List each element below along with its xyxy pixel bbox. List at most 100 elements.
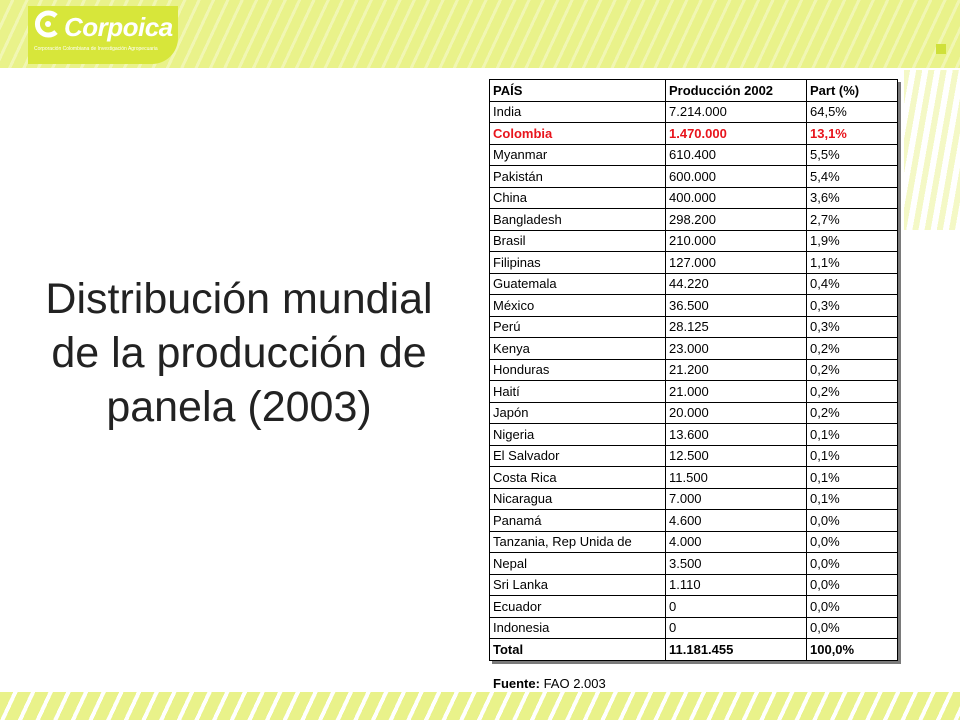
cell-production: 7.214.000 bbox=[665, 100, 807, 123]
table-row: India 7.214.000 64,5% bbox=[489, 100, 898, 123]
cell-production: 21.000 bbox=[665, 380, 807, 403]
cell-production: 610.400 bbox=[665, 143, 807, 166]
logo-subtitle: Corporación Colombiana de Investigación … bbox=[34, 46, 158, 52]
cell-production: 20.000 bbox=[665, 401, 807, 424]
corner-square-icon bbox=[936, 44, 946, 54]
cell-share: 0,2% bbox=[806, 401, 898, 424]
cell-country: Myanmar bbox=[489, 143, 666, 166]
total-share: 100,0% bbox=[806, 638, 898, 661]
corpoica-logo-icon bbox=[35, 10, 58, 38]
cell-production: 13.600 bbox=[665, 423, 807, 446]
cell-production: 1.470.000 bbox=[665, 122, 807, 145]
table-row: China 400.000 3,6% bbox=[489, 186, 898, 209]
cell-country: Haití bbox=[489, 380, 666, 403]
table-row: Nepal 3.500 0,0% bbox=[489, 552, 898, 575]
table-row: Nicaragua 7.000 0,1% bbox=[489, 487, 898, 510]
cell-production: 21.200 bbox=[665, 358, 807, 381]
bottom-stripes bbox=[0, 692, 960, 720]
logo: Corpoica Corporación Colombiana de Inves… bbox=[28, 6, 178, 64]
table-row: El Salvador 12.500 0,1% bbox=[489, 444, 898, 467]
cell-country: Costa Rica bbox=[489, 466, 666, 489]
cell-share: 5,4% bbox=[806, 165, 898, 188]
cell-share: 1,1% bbox=[806, 251, 898, 274]
title-line-3: panela (2003) bbox=[106, 383, 372, 431]
cell-production: 11.500 bbox=[665, 466, 807, 489]
header-production: Producción 2002 bbox=[665, 79, 807, 102]
cell-country: Guatemala bbox=[489, 272, 666, 295]
cell-share: 0,3% bbox=[806, 315, 898, 338]
title-line-1: Distribución mundial bbox=[45, 275, 433, 323]
cell-production: 12.500 bbox=[665, 444, 807, 467]
cell-country: Ecuador bbox=[489, 595, 666, 618]
cell-share: 13,1% bbox=[806, 122, 898, 145]
cell-country: Kenya bbox=[489, 337, 666, 360]
cell-production: 23.000 bbox=[665, 337, 807, 360]
decorative-stripes bbox=[904, 70, 960, 230]
cell-country: Pakistán bbox=[489, 165, 666, 188]
source-text: FAO 2.003 bbox=[543, 676, 606, 691]
table-row: Colombia 1.470.000 13,1% bbox=[489, 122, 898, 145]
table-row: Costa Rica 11.500 0,1% bbox=[489, 466, 898, 489]
cell-share: 0,0% bbox=[806, 616, 898, 639]
top-banner: Corpoica Corporación Colombiana de Inves… bbox=[0, 0, 960, 68]
table-header-row: PAÍS Producción 2002 Part (%) bbox=[489, 79, 898, 102]
table-row: Honduras 21.200 0,2% bbox=[489, 358, 898, 381]
cell-share: 0,0% bbox=[806, 595, 898, 618]
cell-share: 0,1% bbox=[806, 444, 898, 467]
cell-production: 3.500 bbox=[665, 552, 807, 575]
cell-production: 0 bbox=[665, 616, 807, 639]
cell-production: 0 bbox=[665, 595, 807, 618]
cell-country: Tanzania, Rep Unida de bbox=[489, 530, 666, 553]
cell-country: Colombia bbox=[489, 122, 666, 145]
cell-country: Nicaragua bbox=[489, 487, 666, 510]
table-row: Sri Lanka 1.110 0,0% bbox=[489, 573, 898, 596]
cell-production: 28.125 bbox=[665, 315, 807, 338]
cell-country: El Salvador bbox=[489, 444, 666, 467]
cell-country: Nigeria bbox=[489, 423, 666, 446]
cell-country: Indonesia bbox=[489, 616, 666, 639]
table-row: Ecuador 0 0,0% bbox=[489, 595, 898, 618]
header-country: PAÍS bbox=[489, 79, 666, 102]
title-line-2: de la producción de bbox=[51, 329, 427, 377]
cell-share: 0,0% bbox=[806, 530, 898, 553]
table-row: Brasil 210.000 1,9% bbox=[489, 229, 898, 252]
logo-name: Corpoica bbox=[64, 12, 173, 42]
table-row: Nigeria 13.600 0,1% bbox=[489, 423, 898, 446]
table-row: Myanmar 610.400 5,5% bbox=[489, 143, 898, 166]
cell-share: 0,1% bbox=[806, 487, 898, 510]
cell-country: Filipinas bbox=[489, 251, 666, 274]
table-row: México 36.500 0,3% bbox=[489, 294, 898, 317]
cell-production: 44.220 bbox=[665, 272, 807, 295]
cell-country: Perú bbox=[489, 315, 666, 338]
cell-production: 400.000 bbox=[665, 186, 807, 209]
cell-share: 0,1% bbox=[806, 423, 898, 446]
cell-share: 0,2% bbox=[806, 380, 898, 403]
table-row: Indonesia 0 0,0% bbox=[489, 616, 898, 639]
cell-share: 0,0% bbox=[806, 552, 898, 575]
cell-production: 1.110 bbox=[665, 573, 807, 596]
cell-country: Panamá bbox=[489, 509, 666, 532]
cell-production: 7.000 bbox=[665, 487, 807, 510]
cell-production: 36.500 bbox=[665, 294, 807, 317]
cell-share: 2,7% bbox=[806, 208, 898, 231]
cell-share: 0,2% bbox=[806, 337, 898, 360]
table-row: Perú 28.125 0,3% bbox=[489, 315, 898, 338]
table-row: Panamá 4.600 0,0% bbox=[489, 509, 898, 532]
total-label: Total bbox=[489, 638, 666, 661]
table-body: India 7.214.000 64,5% Colombia 1.470.000 13,1… bbox=[489, 100, 898, 639]
cell-country: Honduras bbox=[489, 358, 666, 381]
cell-country: Bangladesh bbox=[489, 208, 666, 231]
header-share: Part (%) bbox=[806, 79, 898, 102]
table-total-row: Total 11.181.455 100,0% bbox=[489, 638, 898, 661]
cell-country: India bbox=[489, 100, 666, 123]
cell-production: 127.000 bbox=[665, 251, 807, 274]
cell-country: Brasil bbox=[489, 229, 666, 252]
cell-share: 0,0% bbox=[806, 509, 898, 532]
cell-country: Japón bbox=[489, 401, 666, 424]
cell-country: México bbox=[489, 294, 666, 317]
table-row: Kenya 23.000 0,2% bbox=[489, 337, 898, 360]
cell-production: 4.600 bbox=[665, 509, 807, 532]
cell-share: 0,2% bbox=[806, 358, 898, 381]
table-row: Tanzania, Rep Unida de 4.000 0,0% bbox=[489, 530, 898, 553]
cell-country: Sri Lanka bbox=[489, 573, 666, 596]
